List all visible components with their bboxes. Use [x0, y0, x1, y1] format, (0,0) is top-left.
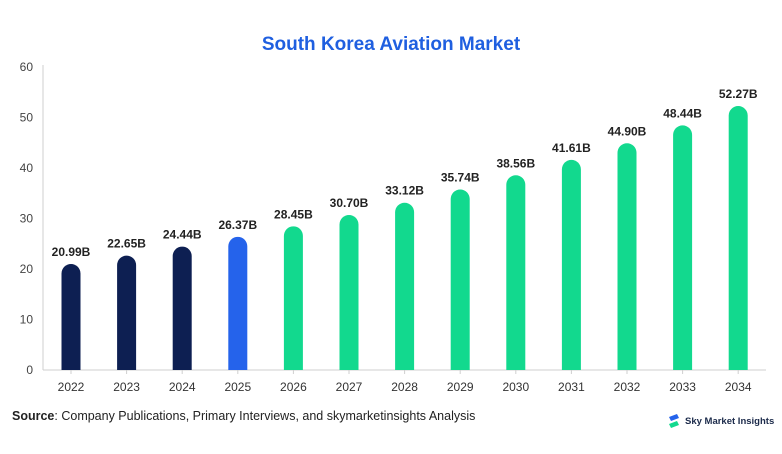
source-label: Source: [12, 409, 55, 423]
source-text: : Company Publications, Primary Intervie…: [54, 409, 476, 423]
bar-2023: [117, 255, 137, 370]
x-tick-label: 2030: [502, 380, 529, 394]
y-tick-label: 10: [20, 313, 34, 327]
data-label: 28.45B: [274, 207, 313, 221]
bar-2029: [450, 189, 470, 370]
y-tick-label: 50: [20, 111, 34, 125]
data-label: 22.65B: [107, 237, 146, 251]
x-tick-label: 2032: [614, 380, 641, 394]
data-label: 35.74B: [441, 171, 480, 185]
source-note: Source: Company Publications, Primary In…: [12, 409, 475, 423]
data-label: 33.12B: [385, 184, 424, 198]
chart-title: South Korea Aviation Market: [261, 34, 521, 55]
bar-2034: [728, 106, 748, 370]
data-label: 20.99B: [52, 245, 91, 259]
data-label: 26.37B: [218, 218, 257, 232]
x-tick-label: 2029: [447, 380, 474, 394]
y-tick-label: 30: [20, 212, 34, 226]
y-tick-label: 40: [20, 161, 34, 175]
sky-market-insights-logo-icon: [669, 414, 679, 428]
bar-2027: [339, 214, 359, 370]
bar-2033: [673, 125, 693, 370]
data-label: 30.70B: [330, 196, 369, 210]
x-tick-label: 2024: [169, 380, 196, 394]
data-label: 41.61B: [552, 141, 591, 155]
x-tick-label: 2034: [725, 380, 752, 394]
x-tick-label: 2022: [58, 380, 85, 394]
x-tick-label: 2027: [336, 380, 363, 394]
bar-2024: [172, 246, 192, 370]
brand-logo: Sky Market Insights: [667, 413, 774, 429]
x-tick-label: 2028: [391, 380, 418, 394]
x-tick-label: 2033: [669, 380, 696, 394]
y-tick-label: 0: [26, 363, 33, 377]
brand-name: Sky Market Insights: [685, 415, 775, 427]
bar-2022: [61, 264, 81, 370]
y-tick-label: 60: [20, 60, 34, 74]
data-label: 24.44B: [163, 228, 202, 242]
bar-2025: [228, 236, 248, 370]
x-tick-label: 2025: [224, 380, 251, 394]
bar-2030: [506, 175, 526, 370]
x-tick-label: 2031: [558, 380, 585, 394]
data-label: 44.90B: [608, 124, 647, 138]
x-tick-label: 2023: [113, 380, 140, 394]
bar-2028: [395, 202, 415, 370]
data-label: 38.56B: [496, 156, 535, 170]
bar-2031: [561, 159, 581, 370]
data-label: 48.44B: [663, 106, 702, 120]
bar-2032: [617, 143, 637, 370]
y-tick-label: 20: [20, 262, 34, 276]
bar-2026: [283, 226, 303, 370]
x-tick-label: 2026: [280, 380, 307, 394]
data-label: 52.27B: [719, 87, 758, 101]
